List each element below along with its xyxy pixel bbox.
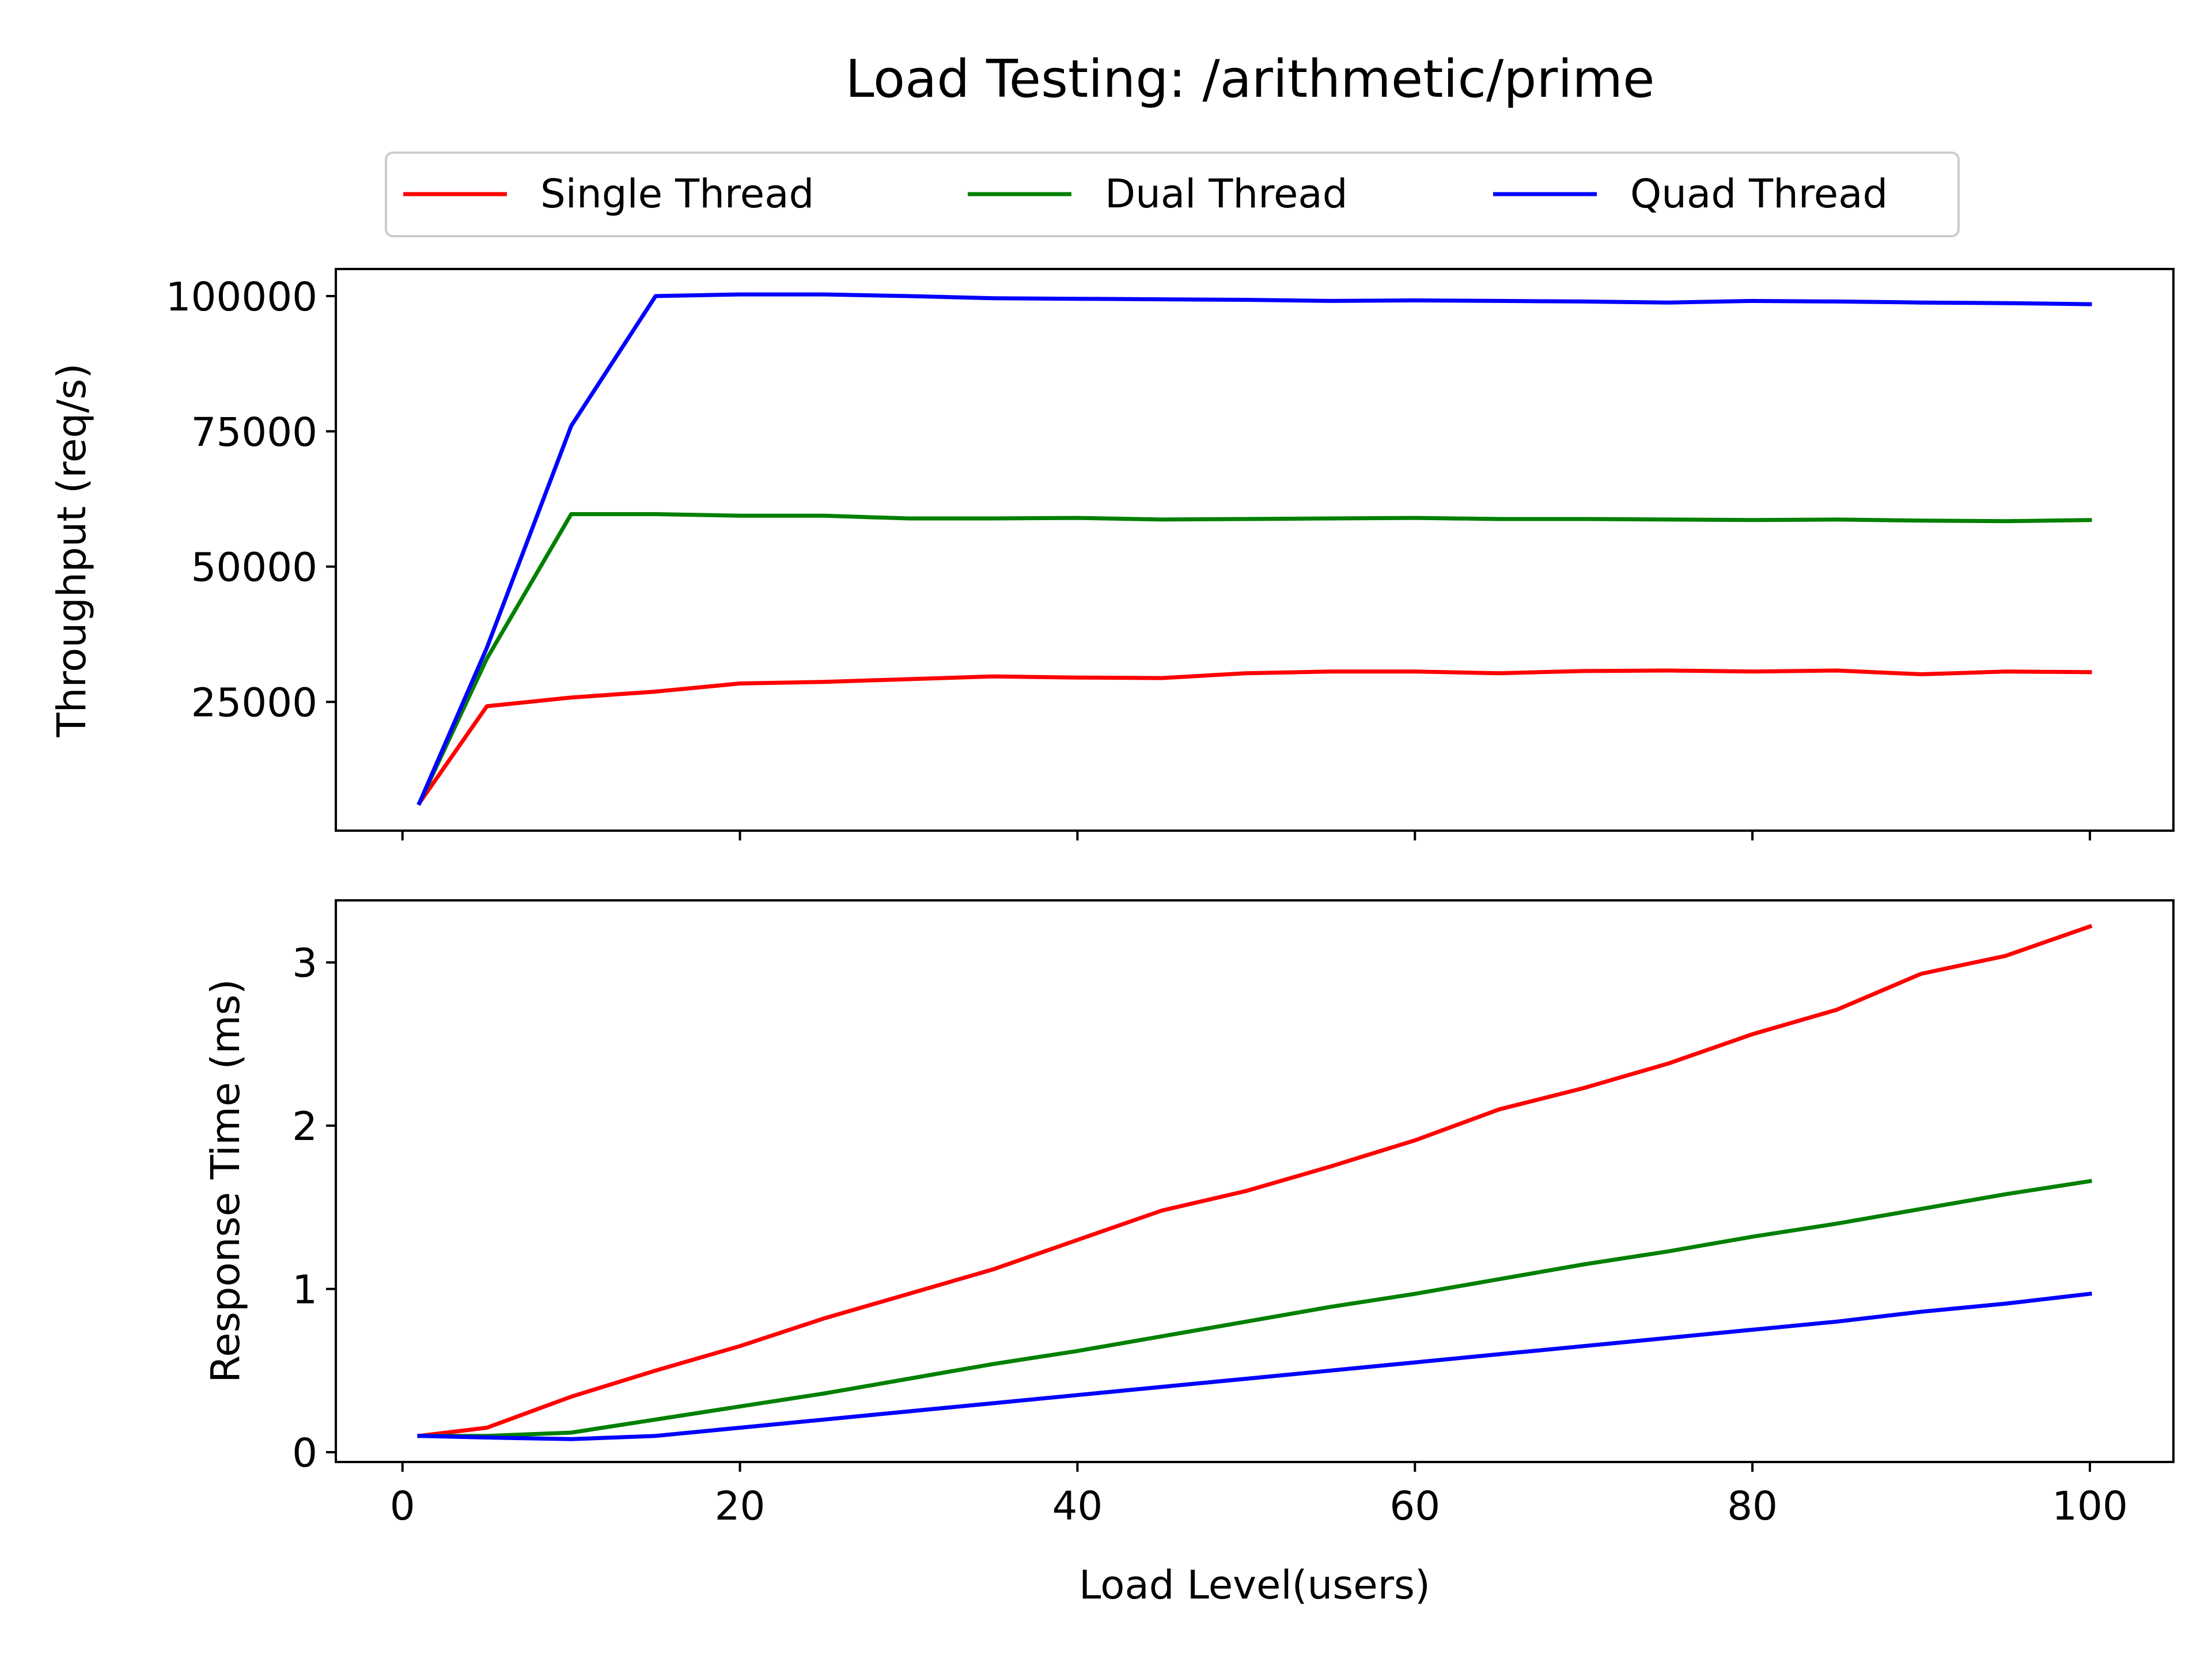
throughput-line-single bbox=[416, 668, 2092, 806]
x-tick-label: 40 bbox=[1052, 1483, 1103, 1529]
throughput-y-tick-label: 75000 bbox=[191, 410, 318, 456]
legend-entry-quad: Quad Thread bbox=[1493, 171, 1888, 217]
throughput-axes-frame bbox=[335, 268, 2175, 832]
legend-entry-single: Single Thread bbox=[403, 171, 814, 217]
x-tick-label: 60 bbox=[1389, 1483, 1440, 1529]
legend-entry-dual: Dual Thread bbox=[968, 171, 1348, 217]
throughput-y-tick-label: 25000 bbox=[191, 680, 318, 726]
x-tick-label: 80 bbox=[1727, 1483, 1778, 1529]
throughput-y-ticks: 25000 50000 75000 100000 bbox=[166, 274, 336, 726]
response-time-y-axis-label: Response Time (ms) bbox=[203, 979, 249, 1382]
x-tick-label: 0 bbox=[390, 1483, 415, 1529]
response-time-line-quad bbox=[417, 1291, 2092, 1441]
throughput-x-ticks bbox=[401, 831, 2091, 840]
response-time-line-single bbox=[417, 923, 2093, 1438]
response-time-y-tick-label: 1 bbox=[292, 1267, 317, 1313]
throughput-line-dual bbox=[416, 512, 2092, 806]
legend-label-quad: Quad Thread bbox=[1630, 171, 1888, 217]
legend-label-dual: Dual Thread bbox=[1105, 171, 1348, 217]
response-time-series-group bbox=[417, 923, 2093, 1441]
response-time-axes-frame bbox=[335, 899, 2175, 1463]
legend-frame bbox=[385, 151, 1960, 237]
response-time-y-tick-label: 0 bbox=[292, 1430, 317, 1476]
x-tick-label: 100 bbox=[2052, 1483, 2128, 1529]
x-axis-label: Load Level(users) bbox=[1079, 1562, 1430, 1608]
throughput-line-quad bbox=[416, 292, 2092, 806]
chart-title: Load Testing: /arithmetic/prime bbox=[846, 49, 1655, 109]
response-time-y-ticks: 0 1 2 3 bbox=[292, 941, 336, 1476]
response-time-x-ticks: 0 20 40 60 80 100 bbox=[390, 1462, 2128, 1529]
throughput-y-tick-label: 50000 bbox=[191, 545, 318, 591]
response-time-y-tick-label: 2 bbox=[292, 1104, 317, 1150]
response-time-subplot: 0 1 2 3 0 20 40 60 80 100 Response Time (ms) bbox=[203, 899, 2175, 1529]
response-time-line-dual bbox=[417, 1179, 2092, 1438]
legend: Single Thread Dual Thread Quad Thread bbox=[385, 151, 1960, 237]
response-time-y-tick-label: 3 bbox=[292, 941, 317, 987]
x-tick-label: 20 bbox=[715, 1483, 766, 1529]
throughput-series-group bbox=[416, 292, 2092, 806]
throughput-subplot: 25000 50000 75000 100000 Throughput (req/s) bbox=[49, 268, 2175, 840]
legend-label-single: Single Thread bbox=[540, 171, 814, 217]
throughput-y-axis-label: Throughput (req/s) bbox=[49, 363, 95, 738]
throughput-y-tick-label: 100000 bbox=[166, 274, 317, 320]
